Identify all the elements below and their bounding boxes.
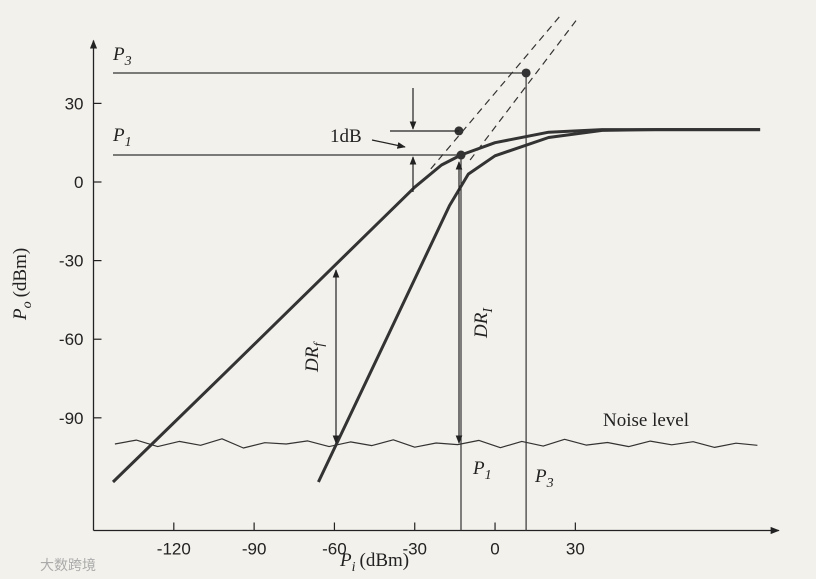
annotation: 1dB (330, 126, 362, 147)
annotation-sub: I (481, 307, 496, 314)
annotation-main: P (534, 466, 547, 487)
annotation-main: P (112, 125, 125, 146)
y-axis-label: Po (dBm) (10, 248, 35, 321)
arrow (371, 139, 406, 149)
x-tick-label: -120 (157, 540, 191, 559)
y-tick-label: -90 (59, 409, 84, 428)
annotation-main: Noise level (603, 410, 689, 431)
annotation-main: P (112, 44, 125, 65)
y-axis-label-main: P (10, 308, 31, 321)
y-tick-label: 0 (74, 173, 83, 192)
x-axis-label: Pi (dBm) (339, 550, 409, 575)
y-axis-label-sub: o (20, 301, 35, 308)
x-tick-label: -60 (322, 540, 347, 559)
x-axis-label-sub: i (352, 560, 356, 575)
annotation-sub: 3 (546, 476, 554, 491)
annotation-main: DR (302, 346, 323, 373)
annotation: P1 (472, 458, 492, 483)
annotation-sub: 1 (125, 135, 132, 150)
extrapolation-line (469, 17, 579, 161)
annotation-main: 1dB (330, 126, 362, 147)
annotation: Noise level (603, 410, 689, 431)
annotation-main: P (472, 458, 485, 479)
curve (317, 128, 761, 483)
point (521, 68, 531, 78)
point (456, 150, 466, 160)
annotation: P3 (112, 44, 132, 69)
annotation-sub: 3 (124, 54, 132, 69)
annotation: DRf (302, 341, 327, 373)
annotation: P3 (534, 466, 554, 491)
y-tick-label: 30 (65, 94, 84, 113)
watermark: 大数跨境 (40, 558, 96, 574)
annotation: P1 (112, 125, 132, 150)
extrapolation-line (430, 16, 560, 170)
x-tick-label: 0 (490, 540, 499, 559)
y-tick-label: -60 (59, 330, 84, 349)
x-tick-label: 30 (566, 540, 585, 559)
y-tick-label: -30 (59, 252, 84, 271)
curve (114, 438, 758, 449)
annotation-sub: f (312, 341, 327, 347)
x-tick-label: -90 (242, 540, 267, 559)
annotation: DRI (471, 307, 496, 339)
y-axis-label-unit: (dBm) (10, 248, 31, 298)
annotation-main: DR (471, 312, 492, 339)
x-tick-label: -30 (402, 540, 427, 559)
x-axis-label-main: P (339, 550, 352, 571)
x-axis-label-unit: (dBm) (360, 550, 410, 571)
annotation-sub: 1 (485, 468, 492, 483)
